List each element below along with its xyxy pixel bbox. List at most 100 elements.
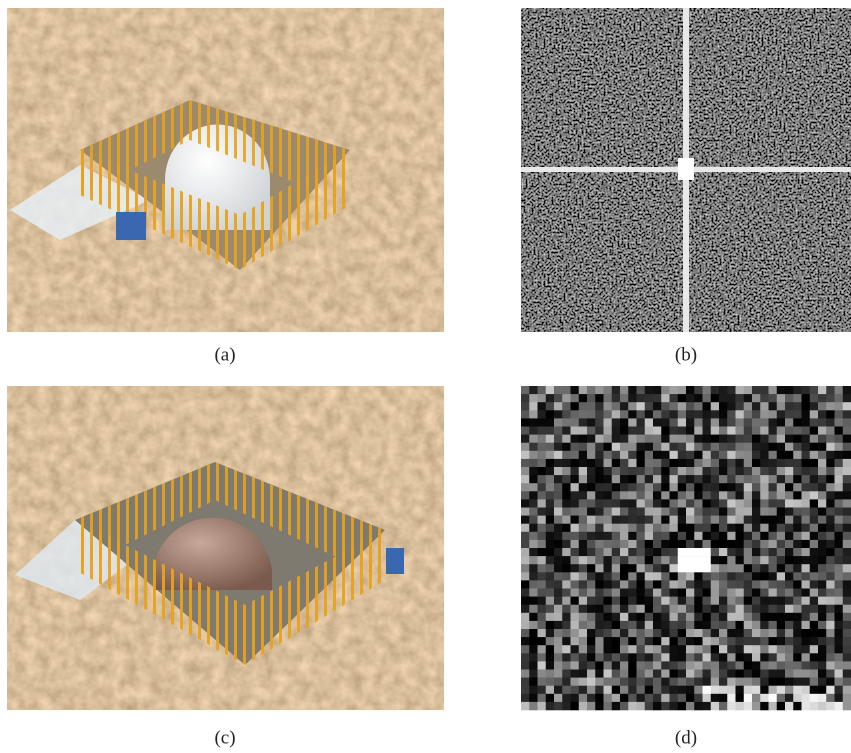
pixel bbox=[802, 670, 811, 678]
pixel bbox=[736, 427, 745, 435]
pixel bbox=[645, 508, 654, 516]
pixel bbox=[719, 467, 728, 475]
pixel bbox=[538, 637, 547, 645]
pixel bbox=[604, 475, 613, 483]
pixel bbox=[637, 629, 646, 637]
pixel bbox=[661, 467, 670, 475]
pixel bbox=[785, 613, 794, 621]
pixel bbox=[826, 427, 835, 435]
pixel bbox=[587, 459, 596, 467]
pixel bbox=[736, 621, 745, 629]
pixel bbox=[562, 435, 571, 443]
pixel bbox=[612, 670, 621, 678]
pixel bbox=[653, 686, 662, 694]
pixel bbox=[562, 443, 571, 451]
pixel bbox=[711, 451, 720, 459]
pixel bbox=[604, 427, 613, 435]
pixel bbox=[711, 532, 720, 540]
pixel bbox=[818, 605, 827, 613]
pixel bbox=[835, 661, 844, 669]
pixel bbox=[538, 435, 547, 443]
pixel bbox=[686, 621, 695, 629]
pixel bbox=[645, 451, 654, 459]
pixel bbox=[818, 597, 827, 605]
pixel bbox=[678, 483, 687, 491]
pixel bbox=[785, 589, 794, 597]
pixel bbox=[653, 589, 662, 597]
pixel bbox=[653, 475, 662, 483]
pixel bbox=[736, 451, 745, 459]
pixel bbox=[579, 483, 588, 491]
pixel bbox=[546, 394, 555, 402]
pixel bbox=[678, 443, 687, 451]
pixel bbox=[562, 589, 571, 597]
pixel bbox=[579, 435, 588, 443]
pixel bbox=[810, 508, 819, 516]
pixel bbox=[579, 605, 588, 613]
pixel bbox=[521, 508, 530, 516]
pixel bbox=[785, 686, 794, 694]
pixel bbox=[670, 670, 679, 678]
pixel bbox=[802, 621, 811, 629]
pixel bbox=[678, 629, 687, 637]
pixel bbox=[604, 589, 613, 597]
pixel bbox=[670, 524, 679, 532]
pixel bbox=[802, 572, 811, 580]
pixel bbox=[703, 459, 712, 467]
pixel bbox=[604, 637, 613, 645]
pixel bbox=[661, 508, 670, 516]
pixel bbox=[529, 435, 538, 443]
pixel bbox=[785, 451, 794, 459]
pixel bbox=[571, 499, 580, 507]
pixel bbox=[554, 556, 563, 564]
pixel bbox=[620, 435, 629, 443]
pixel bbox=[653, 661, 662, 669]
pixel bbox=[661, 548, 670, 556]
pixel bbox=[785, 605, 794, 613]
pixel bbox=[637, 418, 646, 426]
pixel bbox=[546, 629, 555, 637]
pixel bbox=[529, 580, 538, 588]
pixel bbox=[554, 540, 563, 548]
pixel bbox=[744, 451, 753, 459]
pixel bbox=[579, 629, 588, 637]
pixel bbox=[554, 661, 563, 669]
pixel bbox=[843, 524, 851, 532]
pixel bbox=[711, 491, 720, 499]
pixel bbox=[645, 499, 654, 507]
pixel bbox=[744, 572, 753, 580]
pixel bbox=[670, 483, 679, 491]
pixel bbox=[711, 621, 720, 629]
pixel bbox=[628, 435, 637, 443]
pixel bbox=[727, 427, 736, 435]
pixel bbox=[727, 564, 736, 572]
pixel bbox=[620, 597, 629, 605]
pixel bbox=[612, 702, 621, 710]
pixel bbox=[711, 410, 720, 418]
pixel bbox=[637, 613, 646, 621]
pixel bbox=[793, 629, 802, 637]
pixel bbox=[521, 451, 530, 459]
pixel bbox=[760, 572, 769, 580]
pixel bbox=[752, 548, 761, 556]
pixel bbox=[620, 637, 629, 645]
pixel bbox=[793, 670, 802, 678]
pixel bbox=[826, 508, 835, 516]
pixel bbox=[546, 572, 555, 580]
pixel bbox=[587, 418, 596, 426]
pixel bbox=[620, 580, 629, 588]
pixel bbox=[810, 694, 819, 702]
pixel bbox=[538, 702, 547, 710]
pixel bbox=[785, 467, 794, 475]
pixel bbox=[529, 394, 538, 402]
pixel bbox=[843, 443, 851, 451]
pixel bbox=[711, 499, 720, 507]
pixel bbox=[670, 548, 679, 556]
pixel bbox=[562, 653, 571, 661]
pixel bbox=[802, 605, 811, 613]
pixel bbox=[546, 613, 555, 621]
pixel bbox=[562, 670, 571, 678]
pixel bbox=[843, 394, 851, 402]
pixel bbox=[571, 678, 580, 686]
pixel bbox=[744, 427, 753, 435]
